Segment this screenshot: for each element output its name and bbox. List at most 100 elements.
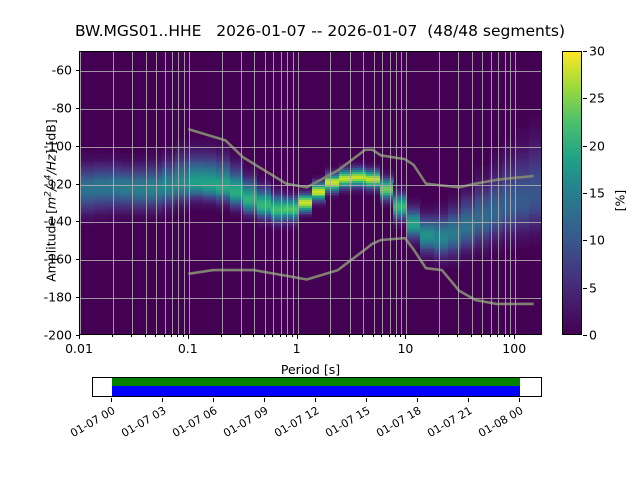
- ppsd-bin: [420, 247, 435, 250]
- ppsd-bin: [502, 156, 517, 159]
- ppsd-bin: [229, 197, 244, 201]
- ppsd-bin: [257, 205, 272, 208]
- ppsd-bin: [515, 178, 530, 182]
- ppsd-bin: [434, 207, 449, 210]
- ppsd-bin: [270, 216, 285, 220]
- ppsd-bin: [120, 190, 136, 193]
- ppsd-bin: [134, 163, 149, 167]
- timeline-date-label: 01-07 21: [425, 404, 475, 440]
- ppsd-bin: [188, 175, 204, 178]
- ppsd-bin: [488, 235, 503, 239]
- ppsd-bin: [188, 167, 204, 170]
- ppsd-bin: [488, 209, 503, 212]
- ppsd-bin: [529, 137, 541, 140]
- ppsd-bin: [529, 146, 541, 150]
- ppsd-bin: [161, 186, 176, 189]
- ppsd-bin: [188, 178, 204, 182]
- ppsd-bin: [488, 218, 503, 222]
- ppsd-bin: [379, 171, 394, 174]
- ppsd-bin: [120, 188, 136, 191]
- ppsd-bin: [202, 190, 217, 193]
- ppsd-bin: [515, 184, 530, 187]
- ppsd-bin: [134, 212, 149, 216]
- ppsd-bin: [406, 214, 422, 218]
- ppsd-bin: [461, 203, 476, 206]
- ppsd-bin: [502, 237, 517, 241]
- ppsd-bin: [188, 197, 204, 201]
- ppsd-bin: [393, 222, 408, 225]
- ppsd-bin: [529, 131, 541, 134]
- ppsd-bin: [529, 156, 541, 159]
- ppsd-bin: [148, 186, 163, 189]
- ppsd-bin: [434, 218, 449, 222]
- ppsd-bin: [393, 197, 408, 201]
- ppsd-bin: [529, 228, 541, 231]
- ppsd-bin: [257, 207, 272, 210]
- ppsd-bin: [474, 239, 490, 242]
- ppsd-bin: [148, 214, 163, 218]
- ppsd-bin: [379, 184, 394, 187]
- ppsd-bin: [379, 201, 394, 205]
- ppsd-bin: [393, 203, 408, 206]
- ppsd-plot-area: [79, 51, 542, 335]
- ppsd-bin: [393, 184, 408, 187]
- ppsd-bin: [529, 118, 541, 121]
- ppsd-bin: [502, 248, 517, 252]
- ppsd-bin: [515, 133, 530, 136]
- ppsd-bin: [502, 178, 517, 182]
- ppsd-bin: [474, 190, 490, 193]
- ppsd-bin: [216, 148, 231, 152]
- ppsd-bin: [338, 171, 353, 174]
- ppsd-bin: [488, 184, 503, 187]
- ppsd-bin: [338, 184, 353, 187]
- ppsd-bin: [474, 247, 490, 250]
- ppsd-bin: [529, 173, 541, 176]
- ppsd-bin: [93, 207, 108, 210]
- ppsd-bin: [175, 152, 190, 155]
- ppsd-bin: [406, 216, 422, 220]
- ppsd-bin: [80, 163, 95, 167]
- ppsd-bin: [188, 146, 204, 150]
- ppsd-bin: [420, 262, 435, 265]
- ppsd-bin: [134, 188, 149, 191]
- ppsd-bin: [502, 241, 517, 244]
- ppsd-bin: [297, 188, 313, 191]
- ppsd-bin: [80, 190, 95, 193]
- ppsd-bin: [202, 180, 217, 184]
- ppsd-bin: [474, 229, 490, 233]
- ppsd-bin: [134, 152, 149, 155]
- ppsd-bin: [175, 158, 190, 161]
- ppsd-bin: [202, 175, 217, 178]
- ppsd-bin: [529, 201, 541, 205]
- ppsd-bin: [529, 167, 541, 170]
- ppsd-bin: [474, 224, 490, 227]
- ppsd-bin: [80, 152, 95, 155]
- ppsd-bin: [502, 224, 517, 227]
- x-tick-minor: [503, 335, 505, 337]
- ppsd-bin: [257, 199, 272, 203]
- ppsd-bin: [120, 167, 136, 170]
- gridline-horizontal: [80, 146, 541, 148]
- gridline-vertical: [330, 52, 332, 334]
- ppsd-bin: [325, 176, 340, 180]
- gridline-vertical: [221, 52, 223, 334]
- ppsd-bin: [529, 129, 541, 133]
- ppsd-bin: [243, 188, 258, 191]
- ppsd-bin: [365, 180, 381, 184]
- ppsd-bin: [406, 226, 422, 229]
- ppsd-bin: [365, 163, 381, 167]
- ppsd-bin: [175, 178, 190, 182]
- ppsd-bin: [488, 194, 503, 197]
- ppsd-bin: [529, 195, 541, 199]
- ppsd-bin: [502, 159, 517, 163]
- ppsd-bin: [502, 211, 517, 214]
- ppsd-bin: [393, 182, 408, 186]
- timeline-date-label: 01-07 06: [170, 404, 220, 440]
- ppsd-bin: [93, 188, 108, 191]
- timeline-tick: [519, 398, 520, 402]
- ppsd-bin: [379, 173, 394, 176]
- ppsd-bin: [175, 139, 190, 142]
- ppsd-bin: [284, 207, 299, 210]
- ppsd-bin: [161, 144, 176, 148]
- ppsd-bin: [488, 169, 503, 172]
